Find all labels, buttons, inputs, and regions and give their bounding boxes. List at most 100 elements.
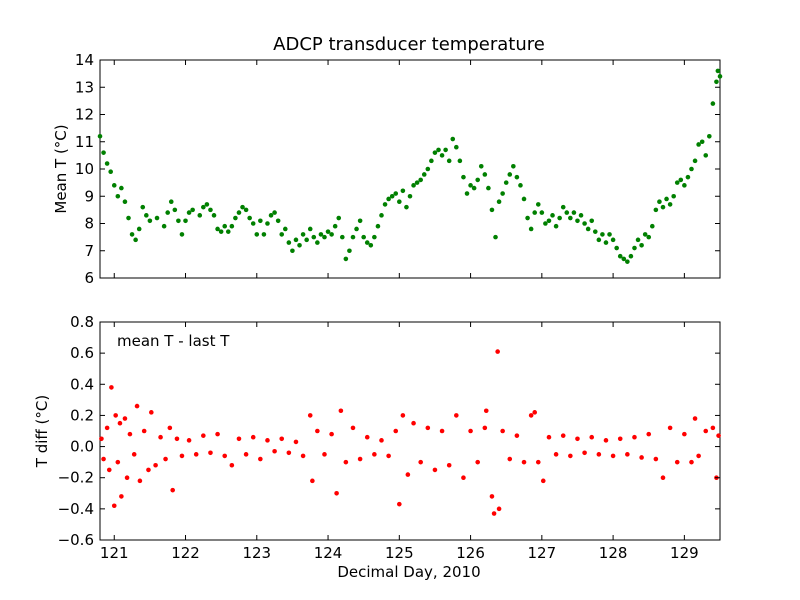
top-ytick-label: 13 bbox=[75, 78, 94, 96]
top-data-point-52 bbox=[293, 237, 299, 243]
top-ytick-label: 10 bbox=[75, 160, 94, 178]
bottom-data-point-94 bbox=[610, 453, 616, 459]
bottom-data-point-95 bbox=[617, 436, 623, 442]
top-data-point-74 bbox=[372, 234, 377, 240]
chart-title: ADCP transducer temperature bbox=[273, 34, 545, 55]
bottom-data-point-11 bbox=[124, 475, 130, 481]
bottom-ytick-label: 0.6 bbox=[70, 344, 94, 362]
top-data-point-131 bbox=[575, 218, 580, 224]
bottom-data-point-83 bbox=[535, 459, 541, 465]
top-data-point-13 bbox=[144, 213, 149, 218]
bottom-data-point-45 bbox=[315, 428, 320, 434]
bottom-data-point-60 bbox=[405, 472, 411, 477]
top-ytick-label: 8 bbox=[84, 215, 94, 233]
top-data-point-75 bbox=[375, 223, 381, 229]
bottom-data-point-79 bbox=[514, 433, 520, 438]
bottom-data-point-109 bbox=[710, 425, 716, 431]
bottom-data-point-33 bbox=[236, 436, 242, 442]
top-data-point-18 bbox=[168, 199, 174, 204]
top-data-point-113 bbox=[511, 163, 516, 169]
bottom-data-point-43 bbox=[307, 413, 313, 418]
top-data-point-3 bbox=[108, 169, 113, 175]
top-data-point-155 bbox=[660, 204, 666, 210]
top-data-point-166 bbox=[699, 139, 705, 145]
top-data-point-114 bbox=[514, 174, 520, 180]
top-data-point-167 bbox=[703, 153, 709, 158]
top-data-point-112 bbox=[507, 172, 513, 177]
bottom-data-point-42 bbox=[300, 453, 306, 459]
top-data-point-76 bbox=[379, 213, 384, 218]
top-ytick-label: 9 bbox=[84, 187, 94, 205]
top-data-point-15 bbox=[154, 215, 160, 221]
bottom-data-point-46 bbox=[322, 452, 327, 457]
bottom-data-point-39 bbox=[279, 436, 285, 442]
top-data-point-38 bbox=[243, 207, 249, 213]
bottom-data-point-65 bbox=[439, 428, 445, 434]
top-data-point-43 bbox=[261, 232, 267, 237]
top-data-point-66 bbox=[343, 256, 349, 262]
top-data-point-157 bbox=[667, 202, 673, 207]
bottom-data-point-25 bbox=[179, 453, 185, 459]
top-data-point-99 bbox=[461, 174, 466, 180]
top-data-point-0 bbox=[97, 134, 103, 139]
bottom-xtick-label: 125 bbox=[385, 544, 414, 562]
top-ytick-label: 7 bbox=[84, 242, 94, 260]
bottom-data-point-97 bbox=[632, 434, 637, 440]
top-data-point-82 bbox=[400, 188, 406, 194]
bottom-xtick-label: 128 bbox=[599, 544, 628, 562]
top-data-point-132 bbox=[578, 213, 584, 218]
bottom-data-point-99 bbox=[646, 431, 652, 437]
bottom-data-point-40 bbox=[286, 450, 292, 456]
top-data-point-145 bbox=[625, 259, 630, 264]
top-data-point-161 bbox=[682, 183, 687, 188]
bottom-data-point-12 bbox=[127, 431, 133, 437]
bottom-data-point-53 bbox=[364, 434, 370, 440]
top-data-point-63 bbox=[332, 223, 338, 229]
top-data-point-7 bbox=[122, 199, 128, 204]
top-data-point-9 bbox=[129, 232, 135, 237]
bottom-data-point-93 bbox=[603, 438, 609, 443]
bottom-panel-frame bbox=[99, 321, 721, 541]
top-data-point-33 bbox=[225, 229, 231, 234]
bottom-data-point-50 bbox=[343, 459, 349, 465]
top-data-point-67 bbox=[347, 248, 352, 254]
bottom-data-point-19 bbox=[153, 462, 158, 468]
top-data-point-116 bbox=[521, 196, 527, 202]
bottom-panel-ylabel: T diff (°C) bbox=[33, 395, 51, 468]
top-data-point-24 bbox=[190, 207, 195, 213]
bottom-xtick-label: 124 bbox=[314, 544, 343, 562]
top-data-point-60 bbox=[322, 234, 327, 240]
top-data-point-163 bbox=[689, 166, 694, 172]
top-data-point-32 bbox=[222, 223, 228, 229]
top-data-point-165 bbox=[696, 142, 701, 147]
bottom-data-point-34 bbox=[243, 452, 249, 457]
top-data-point-20 bbox=[176, 218, 181, 224]
top-data-point-45 bbox=[268, 213, 274, 218]
bottom-data-point-62 bbox=[418, 459, 423, 465]
top-data-point-56 bbox=[307, 226, 313, 232]
top-ytick-label: 12 bbox=[75, 106, 94, 124]
top-data-point-34 bbox=[229, 223, 235, 229]
top-data-point-25 bbox=[197, 213, 203, 218]
top-ytick-label: 14 bbox=[75, 51, 94, 69]
top-data-point-125 bbox=[553, 223, 559, 229]
bottom-data-point-3 bbox=[106, 467, 112, 473]
top-data-point-78 bbox=[386, 196, 391, 202]
top-data-point-59 bbox=[318, 232, 324, 237]
bottom-xtick-label: 127 bbox=[528, 544, 557, 562]
bottom-data-point-48 bbox=[334, 490, 339, 496]
bottom-panel-annotation: mean T - last T bbox=[117, 332, 230, 350]
top-panel-mean-temperature: Mean T (°C) 6 7 8 9 10 11 12 13 14 bbox=[52, 51, 723, 287]
top-data-point-22 bbox=[183, 218, 188, 224]
top-data-point-104 bbox=[478, 163, 484, 169]
bottom-data-point-69 bbox=[468, 428, 473, 434]
bottom-panel-temperature-diff: T diff (°C) mean T - last T −0.6 −0.4 −0.2… bbox=[33, 313, 721, 562]
bottom-data-point-74 bbox=[491, 511, 497, 516]
top-data-point-90 bbox=[429, 158, 434, 164]
top-data-point-51 bbox=[290, 248, 295, 254]
bottom-data-point-18 bbox=[149, 410, 154, 415]
top-data-point-124 bbox=[550, 213, 555, 218]
bottom-data-point-17 bbox=[146, 467, 151, 473]
bottom-data-point-0 bbox=[99, 436, 104, 442]
